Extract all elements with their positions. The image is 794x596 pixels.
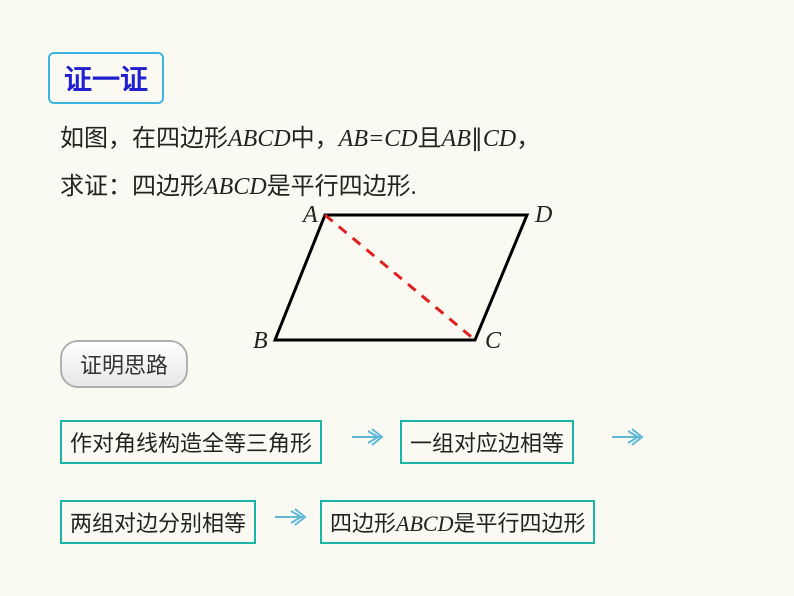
arrow-icon-2 bbox=[610, 422, 650, 452]
step-box-2: 一组对应边相等 bbox=[400, 420, 574, 464]
vertex-label-b: B bbox=[253, 328, 268, 355]
vertex-label-a: A bbox=[303, 202, 318, 229]
math-abcd: ABCD bbox=[204, 174, 267, 200]
math-cd: CD bbox=[483, 126, 516, 152]
step4-suffix: 是平行四边形 bbox=[453, 511, 585, 536]
text: ， bbox=[516, 126, 540, 152]
math-cond1: AB=CD bbox=[339, 126, 418, 152]
step4-prefix: 四边形 bbox=[330, 511, 396, 536]
text: 且 bbox=[418, 126, 442, 152]
text: 如图，在四边形 bbox=[60, 126, 228, 152]
parallel-symbol: ∥ bbox=[471, 126, 483, 152]
text: 中， bbox=[291, 126, 339, 152]
step2-text: 一组对应边相等 bbox=[410, 431, 564, 456]
arrow-icon-3 bbox=[273, 502, 313, 532]
parallelogram-diagram: A B C D bbox=[265, 200, 565, 370]
problem-line-1: 如图，在四边形ABCD中，AB=CD且AB∥CD， bbox=[60, 118, 540, 153]
diagonal-ac bbox=[325, 215, 475, 340]
title-badge: 证一证 bbox=[48, 52, 164, 104]
title-text: 证一证 bbox=[64, 64, 148, 95]
math-abcd: ABCD bbox=[228, 126, 291, 152]
arrow-icon-1 bbox=[350, 422, 390, 452]
text: 求证：四边形 bbox=[60, 174, 204, 200]
step-box-3: 两组对边分别相等 bbox=[60, 500, 256, 544]
step3-text: 两组对边分别相等 bbox=[70, 511, 246, 536]
proof-btn-label: 证明思路 bbox=[80, 353, 168, 378]
step4-abcd: ABCD bbox=[396, 511, 453, 536]
vertex-label-d: D bbox=[535, 202, 552, 229]
step-box-1: 作对角线构造全等三角形 bbox=[60, 420, 322, 464]
math-ab: AB bbox=[442, 126, 471, 152]
proof-approach-button[interactable]: 证明思路 bbox=[60, 340, 188, 388]
vertex-label-c: C bbox=[485, 328, 501, 355]
step-box-4: 四边形ABCD是平行四边形 bbox=[320, 500, 595, 544]
step1-text: 作对角线构造全等三角形 bbox=[70, 431, 312, 456]
text: 是平行四边形. bbox=[267, 174, 417, 200]
problem-line-2: 求证：四边形ABCD是平行四边形. bbox=[60, 166, 417, 201]
